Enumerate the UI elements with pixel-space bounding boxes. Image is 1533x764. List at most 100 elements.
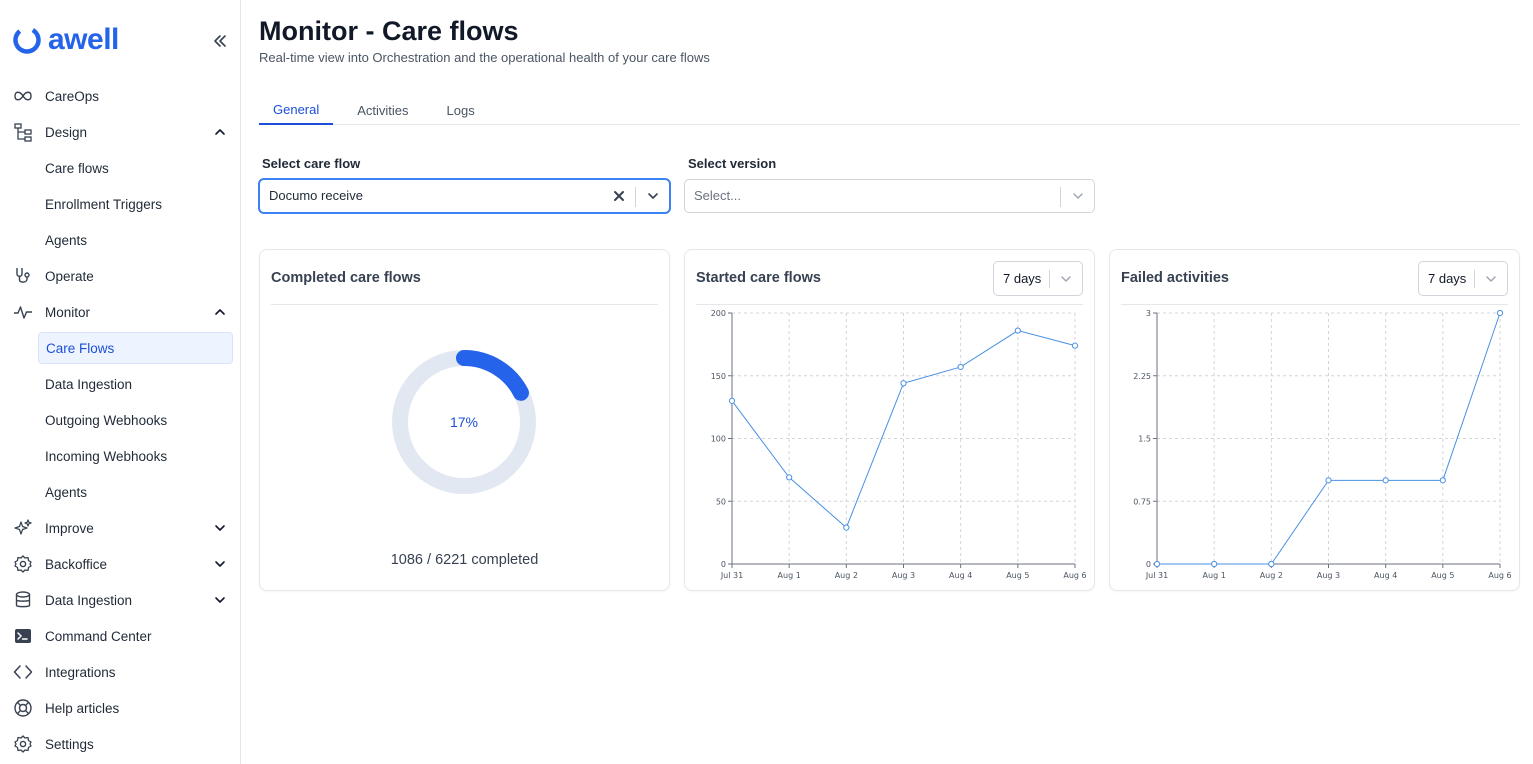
chevron-down-icon[interactable] bbox=[212, 556, 228, 572]
double-chevron-left-icon bbox=[214, 35, 226, 47]
care-flow-select-value: Documo receive bbox=[269, 188, 363, 203]
data-point bbox=[900, 380, 907, 387]
sidebar-item-design[interactable]: Design bbox=[0, 114, 240, 150]
sidebar-item-label: Command Center bbox=[45, 628, 152, 644]
failed-range-select[interactable]: 7 days bbox=[1418, 261, 1508, 296]
tab-general[interactable]: General bbox=[259, 95, 334, 125]
data-point bbox=[1153, 560, 1161, 568]
chevron-down-icon[interactable] bbox=[645, 188, 661, 204]
chevron-up-icon[interactable] bbox=[212, 124, 228, 140]
sidebar-item-label: Monitor bbox=[45, 304, 91, 320]
data-point bbox=[1382, 477, 1389, 484]
sidebar-subitem-monitor-agents[interactable]: Agents bbox=[45, 484, 88, 500]
x-tick-label: Aug 2 bbox=[1260, 571, 1283, 580]
chevron-down-icon[interactable] bbox=[212, 520, 228, 536]
failed-activities-card: Failed activities 7 days 0 0.75 1.5 2.25 3 Ju… bbox=[1109, 249, 1520, 591]
sidebar-item-help-articles[interactable]: Help articles bbox=[0, 690, 240, 726]
select-separator bbox=[635, 187, 636, 207]
sidebar-item-monitor[interactable]: Monitor bbox=[0, 294, 240, 330]
sidebar-item-command-center[interactable]: Command Center bbox=[0, 618, 240, 654]
data-point bbox=[728, 397, 736, 404]
chevron-down-icon[interactable] bbox=[1070, 188, 1086, 204]
sidebar-subitem-monitor-care-flows[interactable]: Care Flows bbox=[38, 332, 233, 364]
sidebar-item-operate[interactable]: Operate bbox=[0, 258, 240, 294]
tab-activities[interactable]: Activities bbox=[357, 102, 409, 118]
card-divider bbox=[696, 304, 1083, 305]
version-select-label: Select version bbox=[688, 156, 777, 171]
x-tick-label: Aug 3 bbox=[892, 571, 915, 580]
sidebar-subitem-enrollment-triggers[interactable]: Enrollment Triggers bbox=[45, 196, 163, 212]
completed-summary: 1086 / 6221 completed bbox=[390, 552, 539, 568]
x-tick-label: Aug 5 bbox=[1006, 571, 1029, 580]
activity-pulse-icon bbox=[12, 301, 34, 323]
x-tick-label: Jul 31 bbox=[720, 571, 743, 580]
page-subtitle: Real-time view into Orchestration and th… bbox=[259, 50, 710, 65]
sidebar-item-label: Settings bbox=[45, 736, 94, 752]
sidebar-subitem-incoming-webhooks[interactable]: Incoming Webhooks bbox=[45, 448, 168, 464]
card-title: Failed activities bbox=[1121, 270, 1229, 286]
donut-percent-label: 17% bbox=[449, 414, 479, 430]
x-tick-label: Aug 6 bbox=[1063, 571, 1086, 580]
chevron-down-icon[interactable] bbox=[212, 592, 228, 608]
y-tick-label: 100 bbox=[711, 435, 726, 444]
select-separator bbox=[1049, 270, 1050, 288]
sparkles-icon bbox=[12, 517, 34, 539]
brand-name: awell bbox=[48, 23, 119, 56]
y-tick-label: 150 bbox=[711, 372, 726, 381]
data-point bbox=[1496, 309, 1504, 317]
data-point bbox=[1439, 477, 1446, 484]
x-tick-label: Aug 4 bbox=[949, 571, 972, 580]
data-point bbox=[1071, 342, 1079, 349]
x-tick-label: Aug 5 bbox=[1431, 571, 1454, 580]
gear-icon bbox=[12, 733, 34, 755]
y-tick-label: 0 bbox=[1146, 560, 1151, 569]
y-tick-label: 0 bbox=[721, 560, 726, 569]
sidebar-nav: CareOps Design Care flows Enrollment Tri… bbox=[0, 78, 240, 762]
data-point bbox=[843, 524, 850, 531]
clear-selection-icon[interactable] bbox=[611, 188, 627, 204]
sidebar-item-label: Data Ingestion bbox=[45, 592, 133, 608]
tree-structure-icon bbox=[12, 121, 34, 143]
sidebar-subitem-monitor-data-ingestion[interactable]: Data Ingestion bbox=[45, 376, 133, 392]
sidebar-subitem-design-agents[interactable]: Agents bbox=[45, 232, 88, 248]
sidebar-item-label: Improve bbox=[45, 520, 94, 536]
card-divider bbox=[271, 304, 658, 305]
x-tick-label: Aug 2 bbox=[835, 571, 858, 580]
collapse-sidebar-button[interactable] bbox=[208, 29, 232, 53]
version-select[interactable]: Select... bbox=[684, 179, 1095, 213]
data-point bbox=[1325, 477, 1332, 484]
x-tick-label: Aug 1 bbox=[778, 571, 801, 580]
page-title: Monitor - Care flows bbox=[259, 16, 519, 46]
data-point bbox=[1211, 560, 1218, 568]
awell-logo-icon bbox=[13, 26, 41, 54]
data-point bbox=[957, 363, 964, 371]
sidebar-subitem-care-flows[interactable]: Care flows bbox=[45, 160, 109, 176]
started-care-flows-card: Started care flows 7 days 0 50 100 150 200 Ju… bbox=[684, 249, 1095, 591]
card-divider bbox=[1121, 304, 1508, 305]
chevron-down-icon[interactable] bbox=[1483, 271, 1499, 287]
sidebar-item-integrations[interactable]: Integrations bbox=[0, 654, 240, 690]
chevron-up-icon[interactable] bbox=[212, 304, 228, 320]
care-flow-select[interactable]: Documo receive bbox=[259, 179, 670, 213]
started-range-select[interactable]: 7 days bbox=[993, 261, 1083, 296]
y-tick-label: 0.75 bbox=[1133, 497, 1151, 506]
sidebar-subitem-outgoing-webhooks[interactable]: Outgoing Webhooks bbox=[45, 412, 168, 428]
range-select-value: 7 days bbox=[1003, 271, 1042, 286]
data-point bbox=[1014, 327, 1021, 334]
gear-icon bbox=[12, 553, 34, 575]
sidebar-item-backoffice[interactable]: Backoffice bbox=[0, 546, 240, 582]
card-title: Completed care flows bbox=[271, 270, 421, 286]
sidebar-item-careops[interactable]: CareOps bbox=[0, 78, 240, 114]
select-separator bbox=[1474, 270, 1475, 288]
tab-bar: General Activities Logs bbox=[259, 95, 1520, 125]
sidebar-item-improve[interactable]: Improve bbox=[0, 510, 240, 546]
sidebar-item-label: CareOps bbox=[45, 88, 100, 104]
sidebar-item-label: Help articles bbox=[45, 700, 120, 716]
tab-logs[interactable]: Logs bbox=[446, 102, 475, 118]
awell-logo[interactable]: awell bbox=[12, 24, 119, 56]
sidebar-item-data-ingestion[interactable]: Data Ingestion bbox=[0, 582, 240, 618]
chevron-down-icon[interactable] bbox=[1058, 271, 1074, 287]
sidebar-item-settings[interactable]: Settings bbox=[0, 726, 240, 762]
data-point bbox=[1268, 560, 1275, 568]
sidebar: awell CareOps Design bbox=[0, 0, 241, 764]
